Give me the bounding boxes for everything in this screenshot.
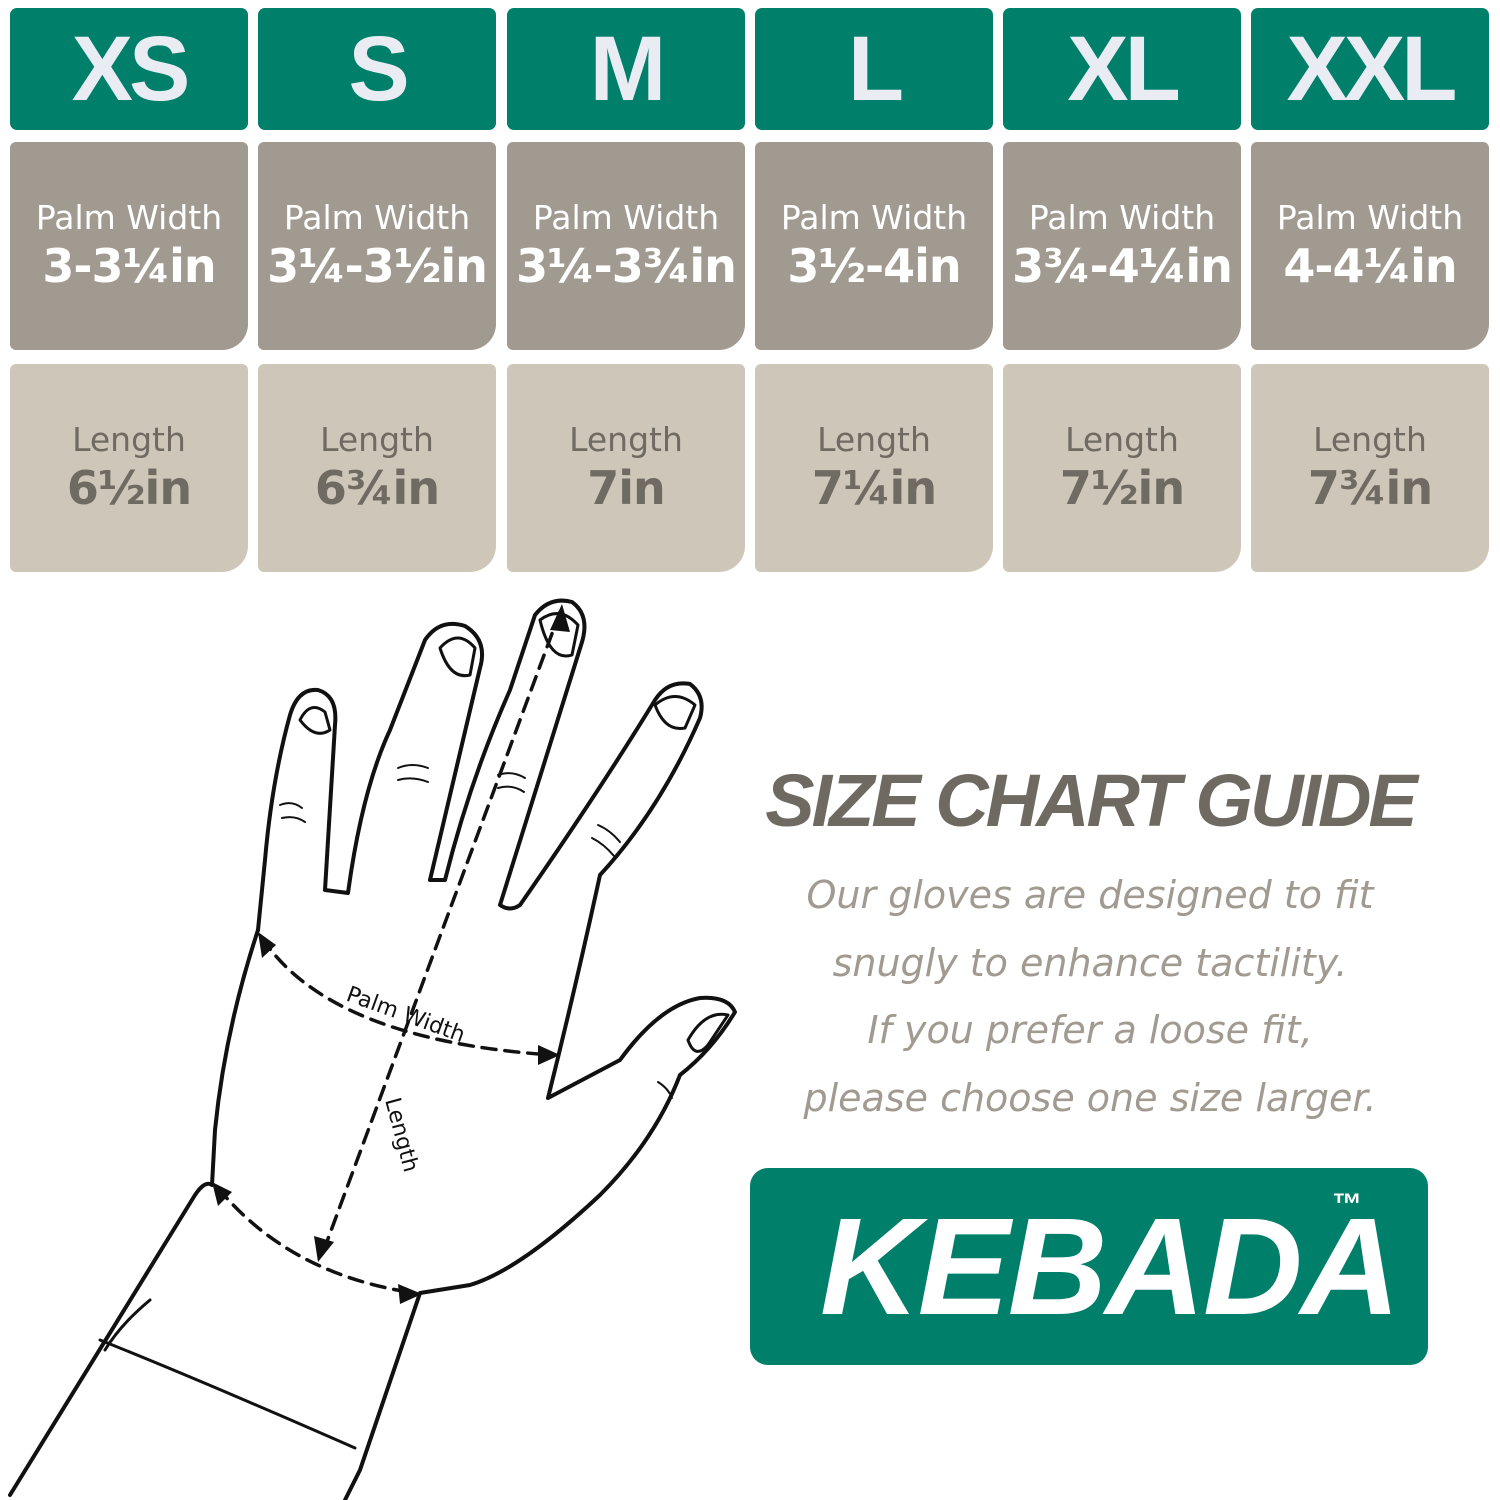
- palm-width-value: 3¼-3½in: [267, 239, 488, 293]
- fingernail: [653, 695, 697, 731]
- palm-width-value: 4-4¼in: [1283, 239, 1457, 293]
- palm-width-cell: Palm Width 3-3¼in: [10, 142, 248, 350]
- length-cell: Length 6¾in: [258, 364, 496, 572]
- size-label: L: [847, 17, 904, 120]
- length-label: Length: [320, 420, 434, 459]
- arrowheads: [212, 604, 570, 1304]
- brand-logo: KEBADA ™: [750, 1168, 1428, 1365]
- length-value: 6½in: [66, 461, 192, 515]
- palm-width-cell: Palm Width 3¼-3¾in: [507, 142, 745, 350]
- wrist-measure-arc: [216, 1186, 417, 1295]
- hand-measurement-diagram: Palm Width Length: [8, 598, 737, 1500]
- palm-width-label: Palm Width: [35, 198, 223, 237]
- length-cell: Length 7¾in: [1251, 364, 1489, 572]
- length-label: Length: [817, 420, 931, 459]
- brand-name: KEBADA: [820, 1190, 1400, 1344]
- size-header: XL: [1003, 8, 1241, 130]
- guide-description: Our gloves are designed to fit snugly to…: [760, 862, 1420, 1132]
- hand-outline: [8, 598, 737, 1500]
- palm-width-cell: Palm Width 3¼-3½in: [258, 142, 496, 350]
- size-header: S: [258, 8, 496, 130]
- length-cell: Length 7in: [507, 364, 745, 572]
- cuff-line: [103, 1298, 152, 1352]
- length-value: 7¾in: [1307, 461, 1433, 515]
- palm-width-cell: Palm Width 3¾-4¼in: [1003, 142, 1241, 350]
- palm-width-value: 3-3¼in: [42, 239, 216, 293]
- size-label: XL: [1067, 17, 1181, 120]
- size-label: M: [589, 17, 667, 120]
- size-header: XXL: [1251, 8, 1489, 130]
- palm-width-label: Palm Width: [532, 198, 720, 237]
- palm-width-value: 3¼-3¾in: [516, 239, 737, 293]
- palm-width-value: 3¾-4¼in: [1012, 239, 1233, 293]
- length-label: Length: [569, 420, 683, 459]
- length-label: Length: [1065, 420, 1179, 459]
- guide-line: Our gloves are designed to fit: [806, 873, 1374, 917]
- palm-width-label: Palm Width: [1276, 198, 1464, 237]
- guide-title: SIZE CHART GUIDE: [765, 759, 1418, 842]
- length-label: Length: [1313, 420, 1427, 459]
- palm-width-cell: Palm Width 4-4¼in: [1251, 142, 1489, 350]
- length-cell: Length 7¼in: [755, 364, 993, 572]
- length-cell: Length 7½in: [1003, 364, 1241, 572]
- palm-width-label: Palm Width: [1028, 198, 1216, 237]
- size-label: XS: [71, 17, 191, 120]
- length-value: 7½in: [1059, 461, 1185, 515]
- size-label: XXL: [1286, 17, 1458, 120]
- guide-line: snugly to enhance tactility.: [832, 940, 1348, 985]
- palm-width-label: Palm Width: [780, 198, 968, 237]
- palm-width-value: 3½-4in: [787, 239, 961, 293]
- length-cell: Length 6½in: [10, 364, 248, 572]
- length-value: 6¾in: [314, 461, 440, 515]
- length-label: Length: [379, 1095, 423, 1175]
- size-header: L: [755, 8, 993, 130]
- trademark-symbol: ™: [1332, 1188, 1362, 1221]
- palm-width-label: Palm Width: [283, 198, 471, 237]
- palm-width-measure-arc: [260, 936, 554, 1057]
- size-header: M: [507, 8, 745, 130]
- guide-line: If you prefer a loose fit,: [867, 1008, 1313, 1052]
- length-value: 7¼in: [811, 461, 937, 515]
- fingernail: [438, 636, 477, 678]
- guide-line: please choose one size larger.: [803, 1075, 1377, 1120]
- length-measure-line: [320, 610, 562, 1257]
- size-label: S: [348, 17, 409, 120]
- length-value: 7in: [587, 461, 666, 515]
- palm-width-cell: Palm Width 3½-4in: [755, 142, 993, 350]
- wrist-line: [98, 1338, 357, 1450]
- fingernail: [686, 1012, 730, 1053]
- size-header: XS: [10, 8, 248, 130]
- length-label: Length: [72, 420, 186, 459]
- fingernail: [298, 706, 332, 735]
